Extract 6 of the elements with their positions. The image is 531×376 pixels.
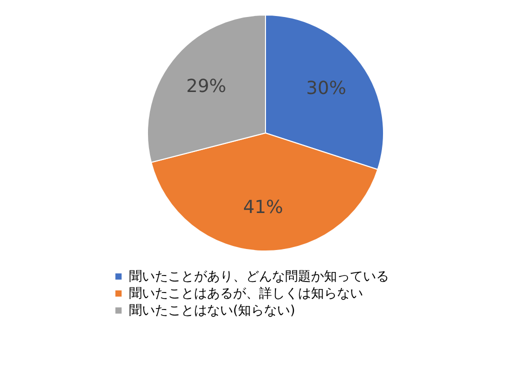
data-label: 30% [306, 78, 346, 99]
legend-label: 聞いたことはあるが、詳しくは知らない [129, 286, 363, 302]
data-label: 41% [243, 196, 284, 218]
legend-label: 聞いたことがあり、どんな問題か知っている [129, 270, 389, 284]
data-label: 29% [186, 76, 226, 98]
legend-label: 聞いたことはない(知らない) [129, 304, 296, 318]
